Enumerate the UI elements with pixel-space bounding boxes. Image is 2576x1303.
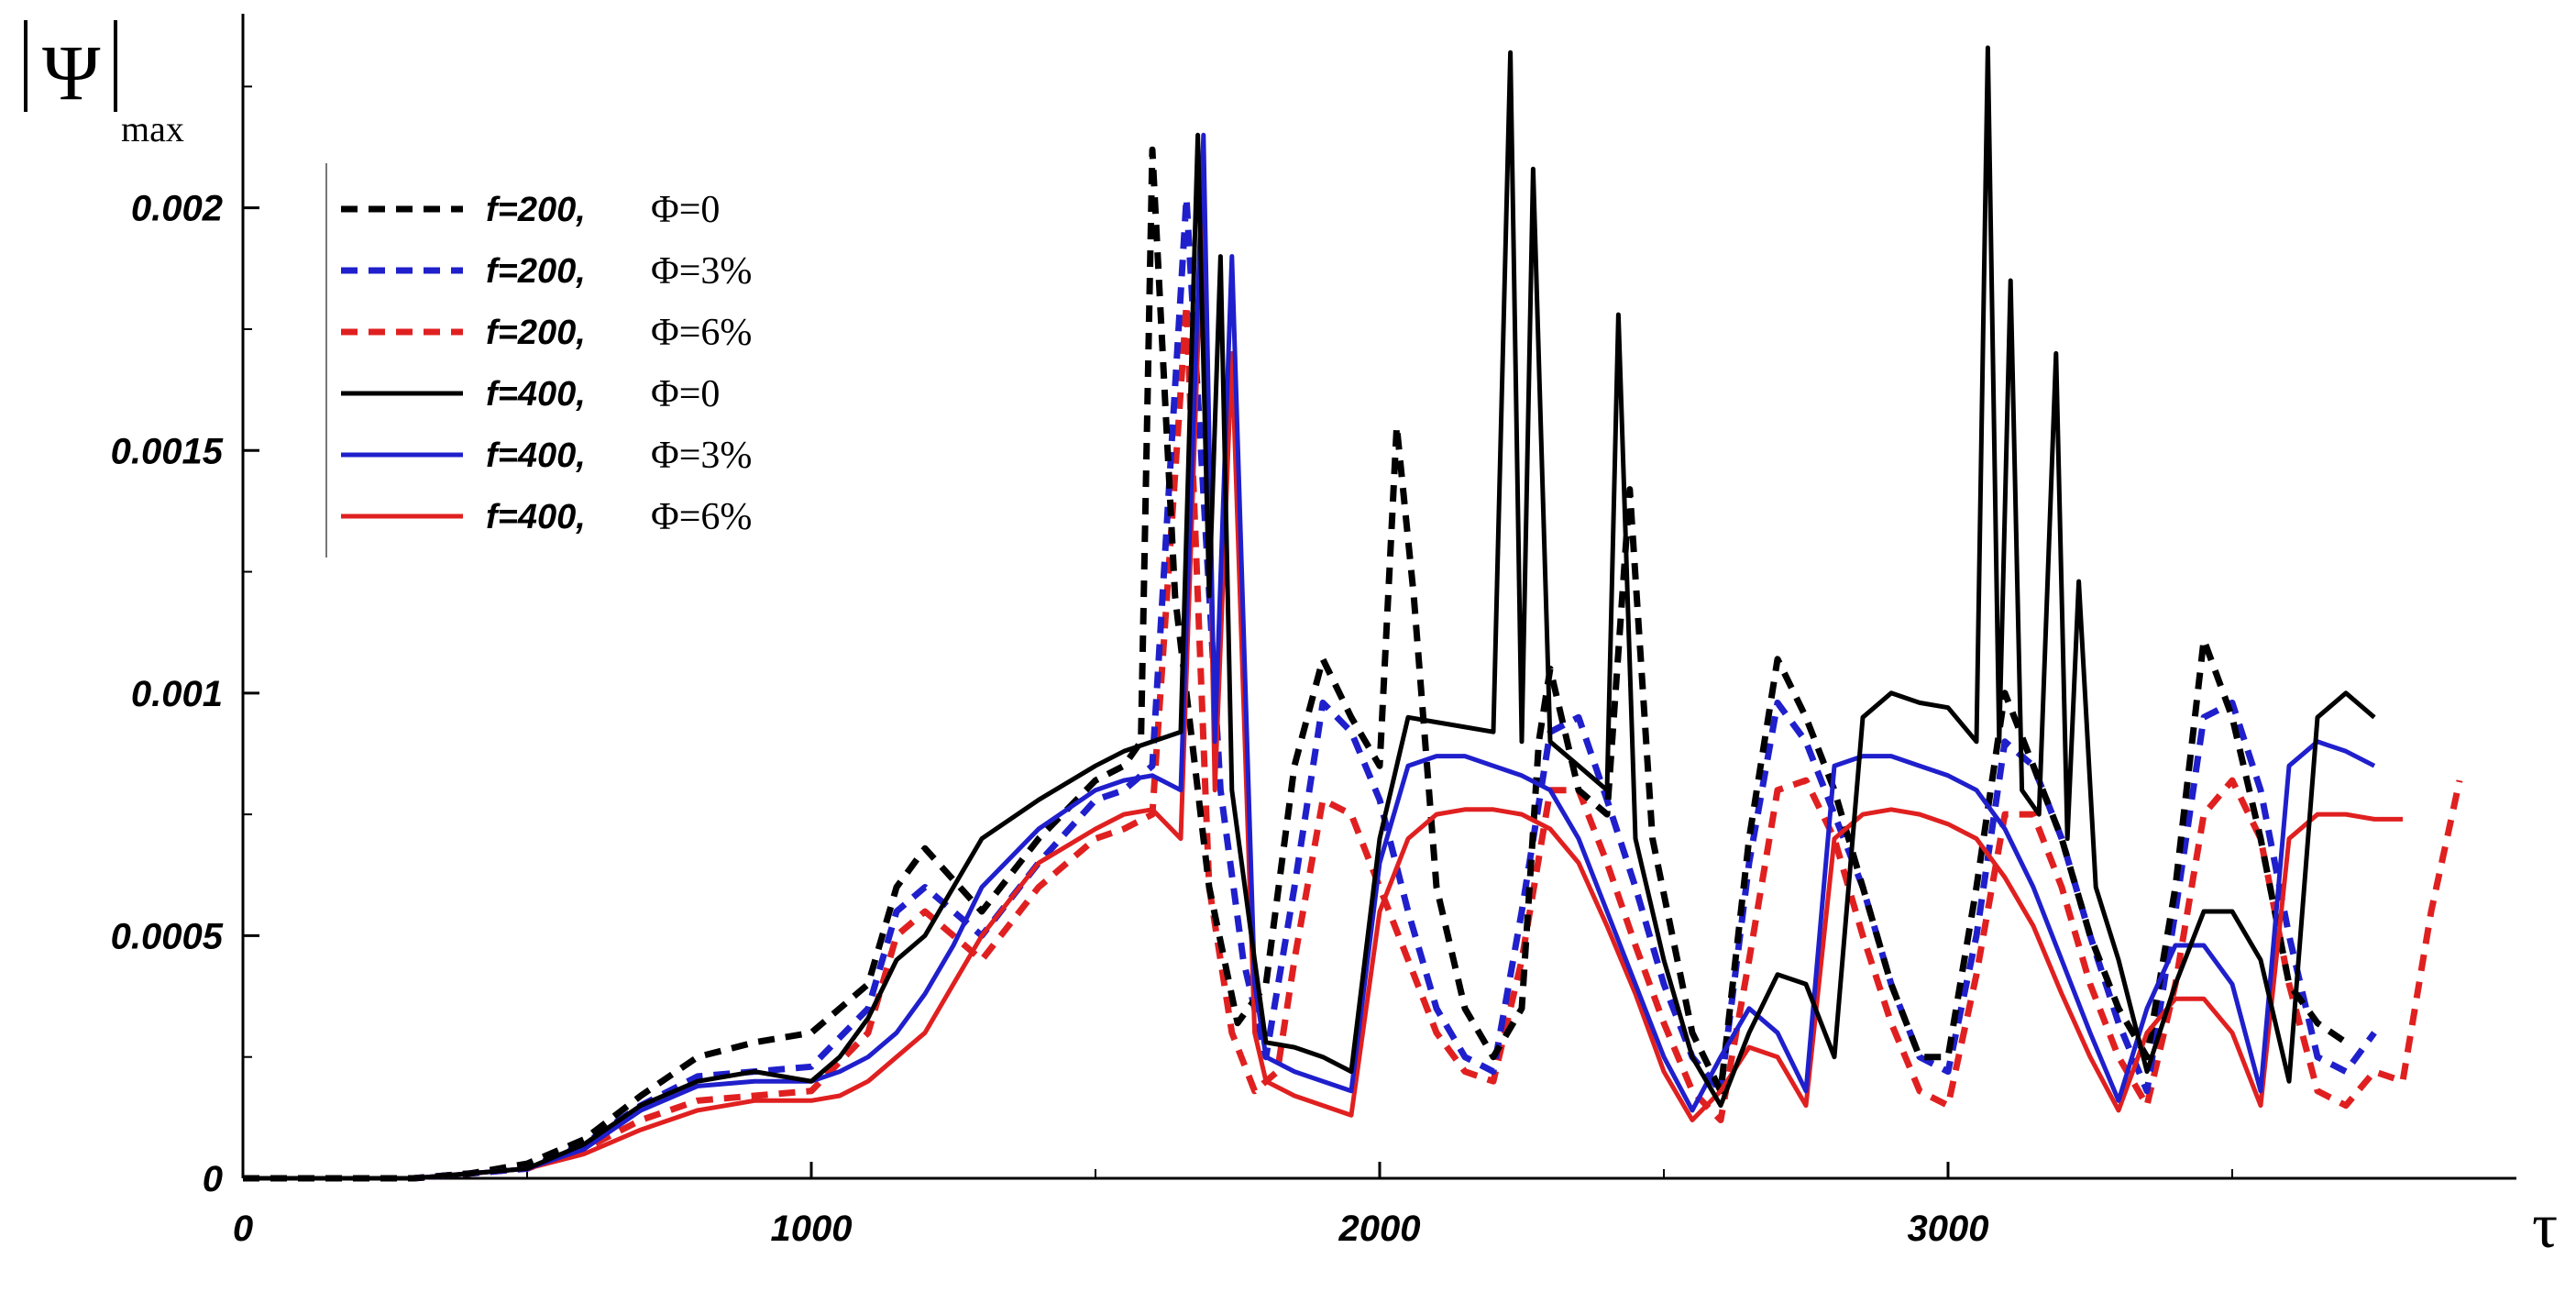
legend-label-phi: Φ=6% bbox=[651, 496, 752, 538]
x-ticks: 0 1000 2000 3000 bbox=[233, 1162, 2233, 1249]
y-tick-label: 0.0005 bbox=[111, 916, 224, 956]
series-line-1 bbox=[243, 146, 2348, 1182]
x-tick-label: 1000 bbox=[771, 1209, 853, 1249]
series-layer bbox=[243, 45, 2463, 1182]
legend-label-phi: Φ=0 bbox=[651, 373, 720, 415]
legend-label-phi: Φ=6% bbox=[651, 312, 752, 354]
y-axis-title-symbol: Ψ bbox=[42, 28, 101, 116]
legend-label-f: f=200, bbox=[486, 191, 586, 229]
legend: f=200, Φ=0 f=200, Φ=3% f=200, Φ=6% f=400, Φ=0 f=… bbox=[325, 163, 752, 558]
legend-label-f: f=400, bbox=[486, 436, 586, 475]
legend-label-f: f=200, bbox=[486, 252, 586, 291]
x-tick-label: 2000 bbox=[1338, 1209, 1421, 1249]
y-tick-label: 0.0015 bbox=[111, 431, 224, 471]
series-line-3 bbox=[243, 302, 2463, 1182]
series-line-6 bbox=[243, 181, 2403, 1181]
y-tick-label: 0 bbox=[203, 1159, 223, 1199]
legend-label-f: f=400, bbox=[486, 498, 586, 536]
x-tick-label: 3000 bbox=[1908, 1209, 1989, 1249]
y-tick-label: 0.002 bbox=[131, 189, 223, 229]
x-tick-label: 0 bbox=[233, 1209, 253, 1249]
series-line-2 bbox=[243, 194, 2377, 1182]
series-line-5 bbox=[243, 132, 2376, 1181]
y-ticks: 0 0.0005 0.001 0.0015 0.002 bbox=[111, 85, 259, 1199]
y-tick-label: 0.001 bbox=[131, 674, 223, 714]
y-axis-title-subscript: max bbox=[121, 108, 184, 149]
legend-label-f: f=200, bbox=[486, 314, 586, 352]
x-axis-title: τ bbox=[2532, 1191, 2558, 1262]
legend-label-phi: Φ=3% bbox=[651, 435, 752, 477]
legend-label-phi: Φ=3% bbox=[651, 250, 752, 293]
series-line-4 bbox=[243, 45, 2376, 1181]
legend-label-f: f=400, bbox=[486, 375, 586, 414]
y-axis-title: Ψ max bbox=[24, 20, 184, 149]
legend-label-phi: Φ=0 bbox=[651, 189, 720, 231]
